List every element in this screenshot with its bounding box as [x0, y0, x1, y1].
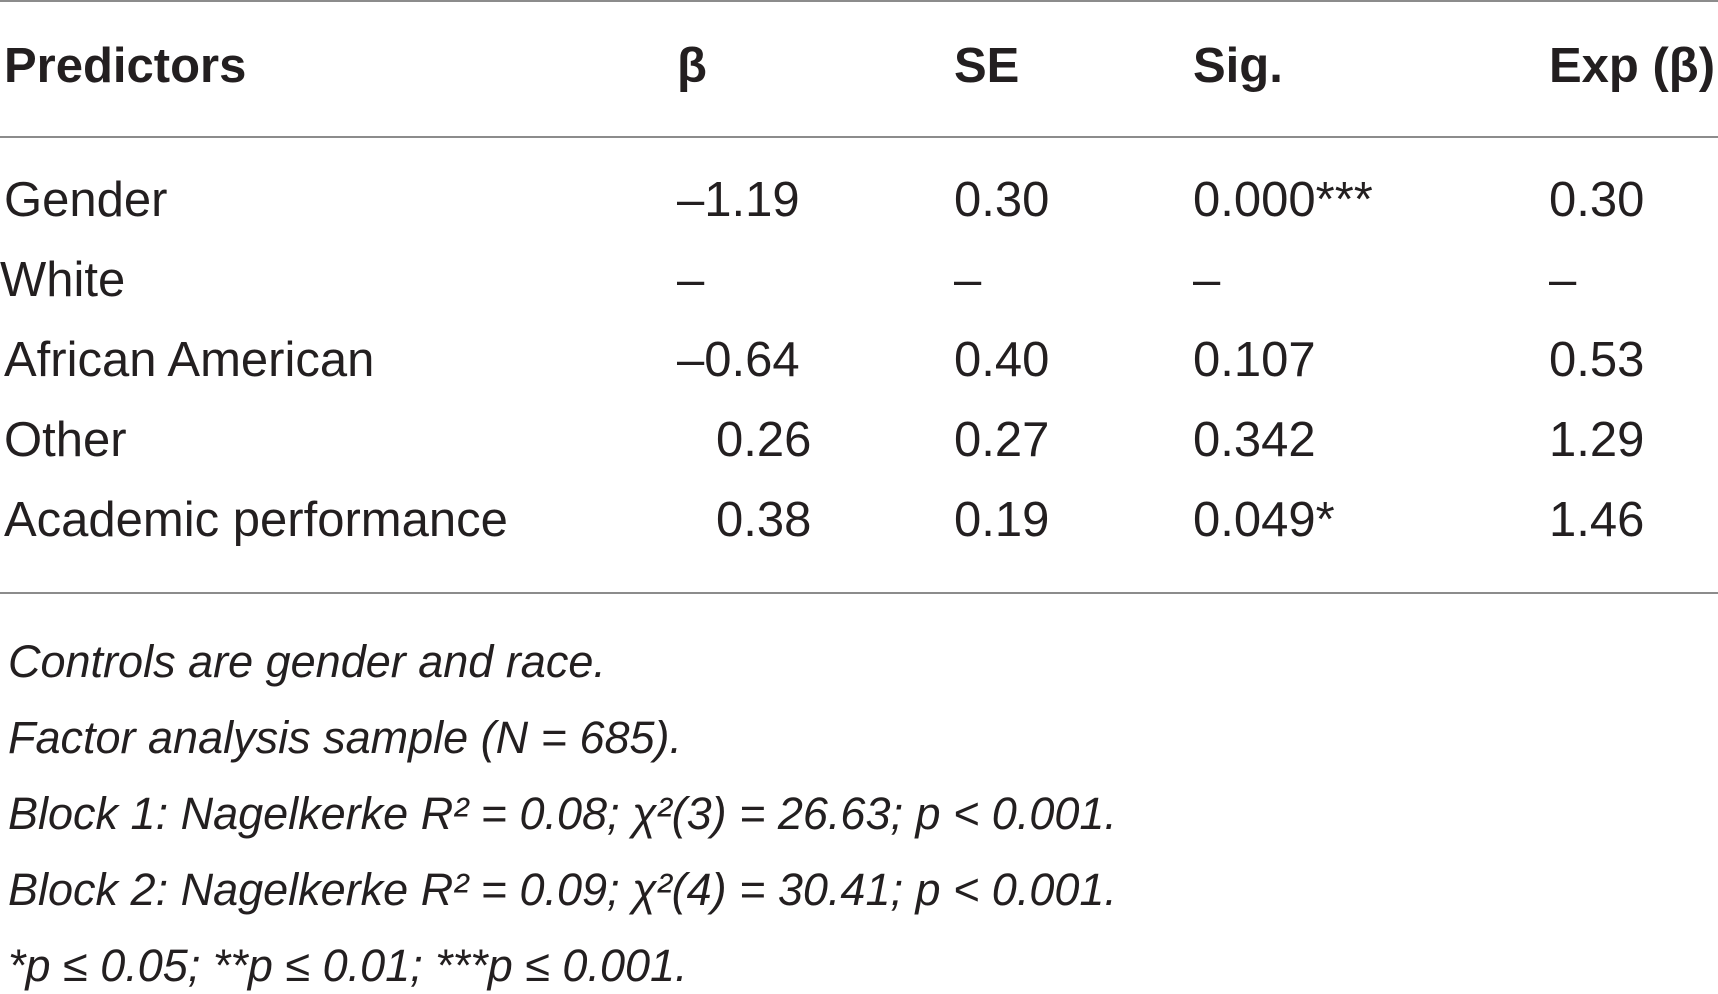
- header-beta: β: [677, 39, 707, 93]
- header-exp-beta: Exp (β): [1549, 39, 1716, 93]
- cell-se: 0.19: [954, 493, 1050, 547]
- header-se: SE: [954, 39, 1020, 93]
- cell-sig: 0.049*: [1193, 493, 1335, 547]
- cell-se: 0.30: [954, 173, 1050, 227]
- table-bottom-rule: [0, 592, 1718, 594]
- header-sig: Sig.: [1193, 39, 1283, 93]
- cell-beta: –1.19: [677, 173, 800, 227]
- cell-se: –: [954, 253, 982, 307]
- cell-exp: 1.29: [1549, 413, 1645, 467]
- header-predictors: Predictors: [4, 39, 247, 93]
- cell-predictor: Academic performance: [4, 493, 508, 547]
- footnote-sample: Factor analysis sample (N = 685).: [8, 712, 683, 763]
- cell-beta: 0.38: [716, 493, 812, 547]
- cell-sig: –: [1193, 253, 1221, 307]
- cell-exp: 0.30: [1549, 173, 1645, 227]
- cell-exp: 0.53: [1549, 333, 1645, 387]
- footnote-block-1: Block 1: Nagelkerke R² = 0.08; χ²(3) = 2…: [8, 788, 1117, 839]
- cell-exp: –: [1549, 253, 1577, 307]
- footnote-controls: Controls are gender and race.: [8, 636, 606, 687]
- cell-beta: –: [677, 253, 705, 307]
- table-top-rule: [0, 0, 1718, 2]
- table-header-rule: [0, 136, 1718, 138]
- cell-se: 0.40: [954, 333, 1050, 387]
- footnote-block-2: Block 2: Nagelkerke R² = 0.09; χ²(4) = 3…: [8, 864, 1117, 915]
- cell-sig: 0.107: [1193, 333, 1316, 387]
- cell-predictor: Gender: [4, 173, 168, 227]
- cell-sig: 0.342: [1193, 413, 1316, 467]
- cell-beta: –0.64: [677, 333, 800, 387]
- cell-predictor: African American: [4, 333, 375, 387]
- cell-exp: 1.46: [1549, 493, 1645, 547]
- footnote-significance: *p ≤ 0.05; **p ≤ 0.01; ***p ≤ 0.001.: [8, 940, 688, 991]
- cell-beta: 0.26: [716, 413, 812, 467]
- cell-predictor: Other: [4, 413, 127, 467]
- cell-sig: 0.000***: [1193, 173, 1373, 227]
- cell-predictor: White: [0, 253, 126, 307]
- cell-se: 0.27: [954, 413, 1050, 467]
